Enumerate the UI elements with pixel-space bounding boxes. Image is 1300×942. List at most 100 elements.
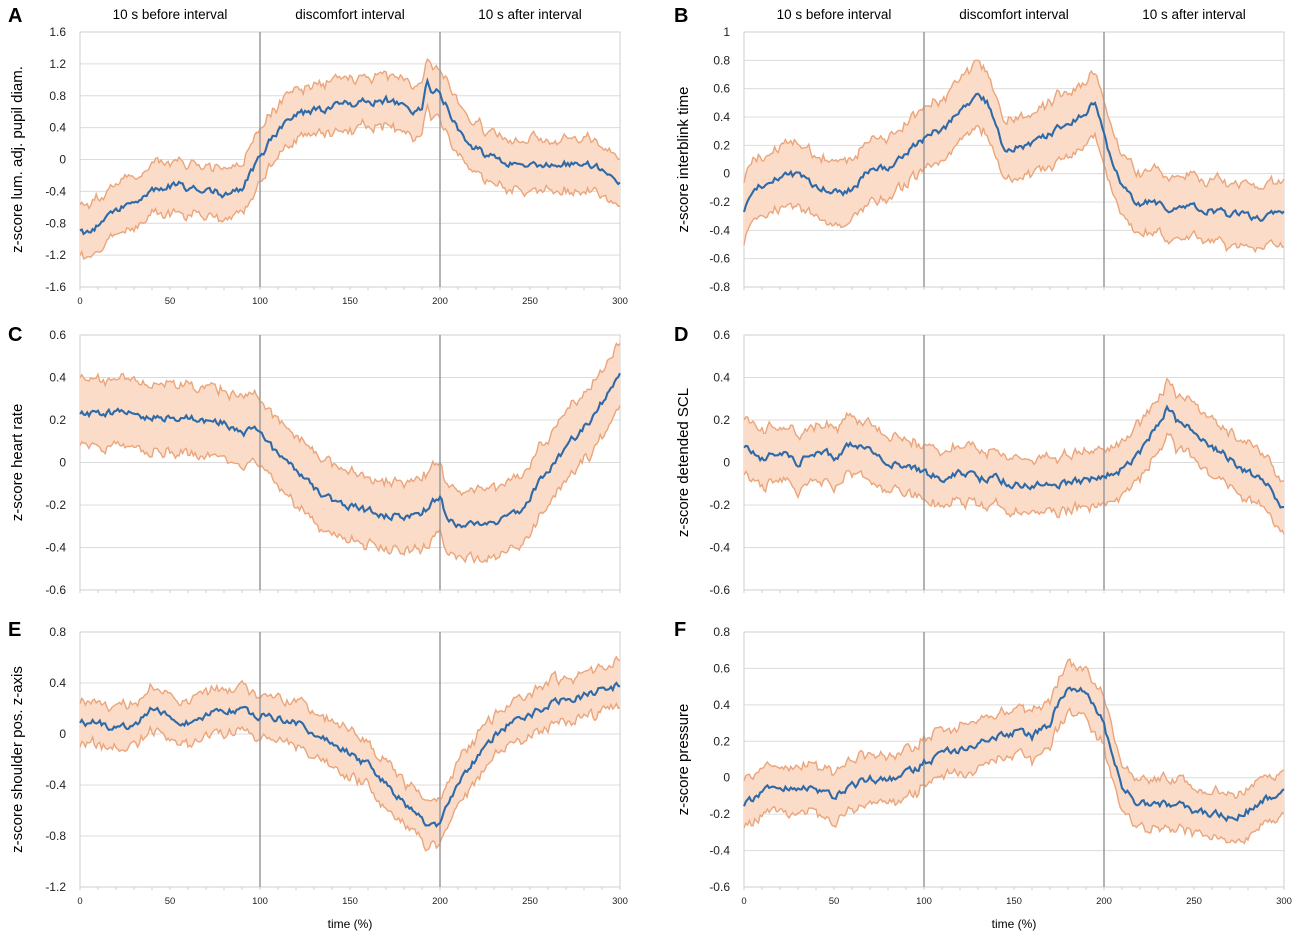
y-tick-label: -0.6 xyxy=(709,252,730,266)
lower-bound-line xyxy=(79,405,621,565)
mean-line xyxy=(79,681,621,829)
confidence-band xyxy=(744,60,1284,252)
panel-letter: A xyxy=(8,5,22,27)
x-tick-label: 300 xyxy=(612,296,628,307)
panel-letter: E xyxy=(8,619,21,641)
y-axis-title: z-score shoulder pos. z-axis xyxy=(9,666,26,853)
x-tick-label: 100 xyxy=(916,896,932,907)
y-tick-label: 1.6 xyxy=(49,25,66,39)
y-axis-title: z-score detended SCL xyxy=(675,388,692,537)
mean-line xyxy=(79,77,621,236)
x-tick-label: 300 xyxy=(612,896,628,907)
confidence-band xyxy=(80,343,620,563)
panel-f-pressure: F -0.6 -0.4 -0.2 0 0.2 0.4 0.6 0.8 0 50 100 150 200 25… xyxy=(674,619,1292,907)
y-tick-label: 0 xyxy=(59,727,66,741)
y-tick-label: -0.2 xyxy=(709,195,730,209)
y-tick-label: 0.6 xyxy=(713,661,730,675)
x-tick-label: 300 xyxy=(1276,896,1292,907)
x-tick-label: 250 xyxy=(1186,896,1202,907)
panel-c-heart-rate: C -0.6 -0.4 -0.2 0 0.2 0.4 0.6 z-score heart rat… xyxy=(8,324,621,597)
y-tick-label: 0.2 xyxy=(713,734,730,748)
x-tick-label: 100 xyxy=(252,296,268,307)
confidence-band xyxy=(80,656,620,851)
y-tick-label: 0.2 xyxy=(713,138,730,152)
segment-label-before: 10 s before interval xyxy=(777,7,892,22)
x-tick-label: 200 xyxy=(432,896,448,907)
y-tick-label: -0.4 xyxy=(709,223,730,237)
panel-d-detended-scl: D -0.6 -0.4 -0.2 0 0.2 0.4 0.6 z-score detended … xyxy=(674,324,1285,597)
upper-bound-line xyxy=(79,655,621,803)
lower-bound-line xyxy=(79,702,621,852)
x-tick-label: 0 xyxy=(741,896,746,907)
segment-label-discomfort: discomfort interval xyxy=(295,7,405,22)
x-tick-label: 200 xyxy=(432,296,448,307)
y-tick-label: 0.2 xyxy=(49,413,66,427)
y-tick-label: -0.8 xyxy=(45,829,66,843)
lower-bound-line xyxy=(79,102,621,260)
y-tick-label: 0 xyxy=(723,771,730,785)
y-tick-label: -0.4 xyxy=(45,778,66,792)
segment-label-before: 10 s before interval xyxy=(113,7,228,22)
upper-bound-line xyxy=(743,59,1285,191)
x-tick-label: 0 xyxy=(77,296,82,307)
segment-headers-left: 10 s before interval discomfort interval… xyxy=(113,7,582,22)
y-axis-title: z-score heart rate xyxy=(9,404,26,522)
y-tick-label: 0.4 xyxy=(49,121,66,135)
panel-letter: B xyxy=(674,5,688,27)
lower-bound-line xyxy=(743,124,1285,254)
upper-bound-line xyxy=(743,377,1285,483)
upper-bound-line xyxy=(79,57,621,210)
y-tick-label: -0.4 xyxy=(709,541,730,555)
y-tick-label: 0.4 xyxy=(713,110,730,124)
y-tick-label: -0.8 xyxy=(709,280,730,294)
segment-label-after: 10 s after interval xyxy=(478,7,582,22)
y-tick-label: 0.8 xyxy=(713,625,730,639)
y-axis-title: z-score lum. adj. pupil diam. xyxy=(9,66,26,253)
upper-bound-line xyxy=(79,342,621,497)
confidence-band xyxy=(80,59,620,259)
upper-bound-line xyxy=(743,657,1285,800)
y-tick-label: -0.2 xyxy=(45,498,66,512)
mean-line xyxy=(743,404,1285,509)
y-tick-label: -0.6 xyxy=(709,583,730,597)
segment-label-after: 10 s after interval xyxy=(1142,7,1246,22)
y-tick-label: -0.6 xyxy=(709,880,730,894)
y-tick-label: 0 xyxy=(723,456,730,470)
y-tick-label: -1.2 xyxy=(45,880,66,894)
x-tick-label: 250 xyxy=(522,896,538,907)
y-tick-label: 0.4 xyxy=(49,371,66,385)
y-tick-label: 0.4 xyxy=(713,371,730,385)
x-axis-title-left: time (%) xyxy=(328,917,373,931)
lower-bound-line xyxy=(743,706,1285,845)
y-tick-label: -1.6 xyxy=(45,280,66,294)
panel-e-shoulder-position: E -1.2 -0.8 -0.4 0 0.4 0.8 0 50 100 150 200 250 300 z-… xyxy=(8,619,628,907)
x-tick-label: 0 xyxy=(77,896,82,907)
panel-letter: F xyxy=(674,619,686,641)
panel-b-interblink-time: B -0.8 -0.6 -0.4 -0.2 0 0.2 0.4 0.6 0.8 1 z-score i… xyxy=(674,5,1285,294)
plot-frame xyxy=(743,631,1285,888)
panel-a-pupil-diameter: A -1.6 -1.2 -0.8 -0.4 0 0.4 0.8 1.2 1.6 0 50 100 150 2… xyxy=(8,5,628,307)
y-tick-label: -0.4 xyxy=(45,184,66,198)
segment-label-discomfort: discomfort interval xyxy=(959,7,1069,22)
y-axis-title: z-score interblink time xyxy=(675,87,692,233)
y-tick-label: 0.4 xyxy=(49,676,66,690)
y-tick-label: 0.8 xyxy=(49,625,66,639)
y-tick-label: 0.2 xyxy=(713,413,730,427)
y-tick-label: 0.4 xyxy=(713,698,730,712)
y-tick-label: -0.8 xyxy=(45,216,66,230)
y-tick-label: 0.6 xyxy=(713,82,730,96)
y-tick-label: -1.2 xyxy=(45,248,66,262)
y-tick-label: 0.6 xyxy=(49,328,66,342)
mean-line xyxy=(79,372,621,529)
x-tick-label: 50 xyxy=(165,896,176,907)
y-tick-label: 0.8 xyxy=(49,89,66,103)
x-tick-label: 150 xyxy=(1006,896,1022,907)
y-tick-label: -0.4 xyxy=(45,541,66,555)
x-tick-label: 100 xyxy=(252,896,268,907)
y-tick-label: -0.6 xyxy=(45,583,66,597)
confidence-band xyxy=(744,659,1284,844)
y-tick-label: 0 xyxy=(723,167,730,181)
y-tick-label: 0.6 xyxy=(713,328,730,342)
y-tick-label: 1.2 xyxy=(49,57,66,71)
y-tick-label: 0.8 xyxy=(713,53,730,67)
